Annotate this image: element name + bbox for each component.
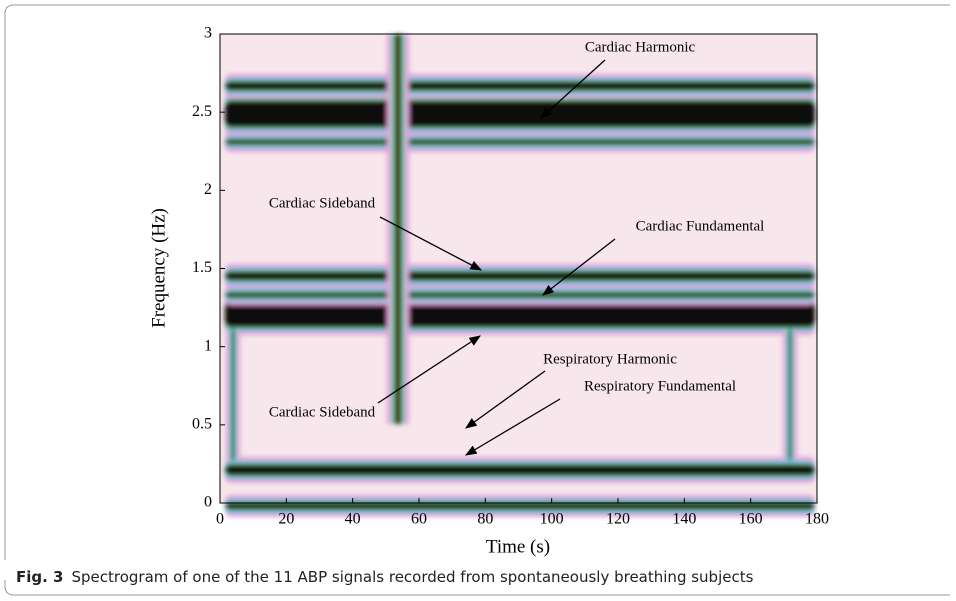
annotation: Cardiac Sideband: [269, 195, 376, 211]
frame: [4, 580, 950, 596]
annotation-arrow: [465, 370, 546, 429]
band: [225, 140, 815, 144]
annotation-arrow: [464, 398, 561, 456]
x-tick-label: 180: [805, 511, 829, 528]
y-tick-label: 2: [204, 181, 212, 198]
band: [225, 301, 815, 327]
annotation-arrow: [542, 238, 616, 296]
band: [231, 330, 235, 460]
annotation: Cardiac Fundamental: [636, 218, 765, 234]
y-tick-label: 0.5: [192, 416, 212, 433]
y-tick-label: 3: [204, 25, 212, 42]
frame: [4, 4, 950, 560]
y-axis-label: Frequency (Hz): [148, 208, 169, 328]
annotation: Cardiac Sideband: [269, 404, 376, 420]
band: [225, 272, 815, 280]
annotation: Cardiac Harmonic: [585, 39, 696, 55]
x-tick-label: 0: [216, 511, 224, 528]
caption: Fig. 3 Spectrogram of one of the 11 ABP s…: [16, 568, 753, 586]
annotation: Respiratory Harmonic: [543, 351, 677, 367]
x-tick-label: 120: [606, 511, 630, 528]
texture: [225, 34, 815, 517]
x-axis-label: Time (s): [486, 536, 550, 557]
x-tick-label: 80: [477, 511, 493, 528]
y-tick-label: 1: [204, 337, 212, 354]
band: [225, 82, 815, 90]
x-tick-label: 140: [672, 511, 696, 528]
caption-text: Spectrogram of one of the 11 ABP signals…: [71, 568, 754, 586]
spectrogram: [220, 34, 817, 517]
annotation: Respiratory Fundamental: [584, 378, 736, 394]
y-tick-label: 1.5: [192, 259, 212, 276]
band: [225, 293, 815, 297]
annotation-arrow: [540, 59, 606, 119]
band: [225, 465, 815, 475]
x-tick-label: 160: [739, 511, 763, 528]
x-tick-label: 40: [345, 511, 361, 528]
band: [225, 503, 815, 509]
x-tick-label: 60: [411, 511, 427, 528]
caption-label: Fig. 3: [16, 568, 64, 586]
y-tick-label: 2.5: [192, 103, 212, 120]
x-tick-label: 100: [540, 511, 564, 528]
band: [395, 34, 401, 424]
annotation-arrow: [379, 216, 483, 271]
annotation-arrow: [377, 335, 481, 404]
band: [788, 330, 792, 460]
x-tick-label: 20: [278, 511, 294, 528]
band: [225, 101, 815, 127]
y-tick-label: 0: [204, 494, 212, 511]
